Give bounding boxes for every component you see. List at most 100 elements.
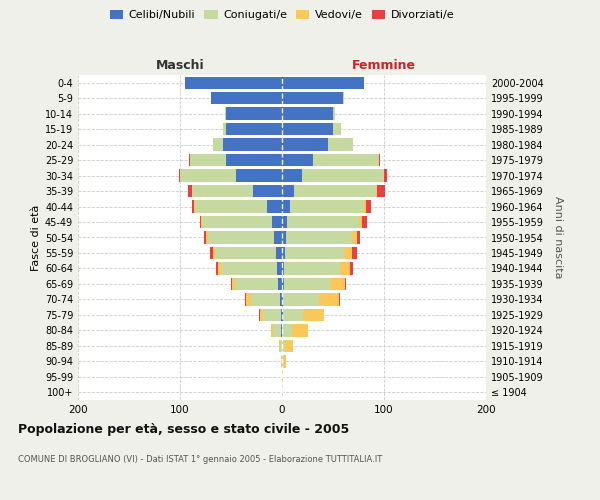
Bar [179, 170, 180, 182]
Bar [282, 92, 343, 104]
Bar [282, 123, 333, 136]
Bar [358, 232, 359, 243]
Bar [212, 247, 215, 259]
Bar [281, 355, 282, 368]
Bar [333, 123, 341, 136]
Bar [282, 216, 287, 228]
Bar [340, 262, 350, 274]
Bar [216, 262, 218, 274]
Bar [282, 340, 285, 352]
Bar [282, 138, 328, 151]
Bar [304, 308, 324, 321]
Bar [283, 308, 304, 321]
Bar [232, 278, 235, 290]
Bar [253, 185, 282, 198]
Bar [283, 293, 319, 306]
Bar [236, 170, 282, 182]
Bar [282, 278, 284, 290]
Bar [313, 154, 379, 166]
Bar [284, 278, 330, 290]
Bar [376, 185, 377, 198]
Bar [221, 262, 277, 274]
Bar [263, 308, 281, 321]
Bar [282, 185, 294, 198]
Bar [196, 200, 267, 212]
Bar [189, 154, 190, 166]
Bar [192, 185, 253, 198]
Bar [287, 216, 359, 228]
Bar [226, 123, 282, 136]
Bar [211, 92, 282, 104]
Bar [283, 355, 286, 368]
Bar [267, 200, 282, 212]
Bar [180, 170, 236, 182]
Bar [282, 76, 364, 89]
Bar [352, 232, 358, 243]
Text: Maschi: Maschi [155, 58, 205, 71]
Bar [206, 232, 208, 243]
Bar [231, 278, 232, 290]
Bar [194, 200, 196, 212]
Bar [235, 278, 278, 290]
Bar [273, 324, 281, 336]
Bar [282, 262, 284, 274]
Bar [377, 185, 385, 198]
Bar [284, 262, 340, 274]
Bar [302, 170, 384, 182]
Bar [330, 278, 345, 290]
Bar [282, 200, 290, 212]
Bar [208, 232, 274, 243]
Bar [365, 200, 371, 212]
Bar [223, 138, 282, 151]
Bar [282, 108, 333, 120]
Bar [282, 247, 285, 259]
Legend: Celibi/Nubili, Coniugati/e, Vedovi/e, Divorziati/e: Celibi/Nubili, Coniugati/e, Vedovi/e, Di… [106, 6, 458, 25]
Bar [215, 247, 276, 259]
Bar [282, 154, 313, 166]
Bar [328, 138, 353, 151]
Bar [278, 278, 282, 290]
Text: COMUNE DI BROGLIANO (VI) - Dati ISTAT 1° gennaio 2005 - Elaborazione TUTTITALIA.: COMUNE DI BROGLIANO (VI) - Dati ISTAT 1°… [18, 455, 382, 464]
Bar [279, 340, 280, 352]
Bar [359, 216, 362, 228]
Bar [202, 216, 272, 228]
Bar [276, 247, 282, 259]
Y-axis label: Fasce di età: Fasce di età [31, 204, 41, 270]
Bar [350, 262, 353, 274]
Bar [188, 185, 192, 198]
Bar [209, 247, 212, 259]
Bar [282, 355, 283, 368]
Text: Femmine: Femmine [352, 58, 416, 71]
Bar [200, 216, 202, 228]
Bar [192, 200, 194, 212]
Bar [282, 293, 283, 306]
Bar [247, 293, 251, 306]
Bar [245, 293, 247, 306]
Bar [259, 308, 260, 321]
Bar [282, 324, 292, 336]
Bar [271, 324, 273, 336]
Bar [260, 308, 263, 321]
Bar [294, 185, 376, 198]
Bar [282, 370, 283, 383]
Bar [343, 92, 344, 104]
Bar [274, 232, 282, 243]
Bar [286, 232, 352, 243]
Bar [282, 308, 283, 321]
Bar [218, 262, 221, 274]
Bar [280, 340, 282, 352]
Bar [339, 293, 340, 306]
Bar [345, 278, 346, 290]
Bar [333, 108, 335, 120]
Bar [364, 200, 365, 212]
Bar [226, 108, 282, 120]
Text: Popolazione per età, sesso e stato civile - 2005: Popolazione per età, sesso e stato civil… [18, 422, 349, 436]
Bar [282, 232, 286, 243]
Bar [190, 154, 226, 166]
Bar [379, 154, 380, 166]
Bar [251, 293, 280, 306]
Bar [205, 232, 206, 243]
Bar [285, 247, 344, 259]
Bar [223, 123, 226, 136]
Bar [292, 324, 308, 336]
